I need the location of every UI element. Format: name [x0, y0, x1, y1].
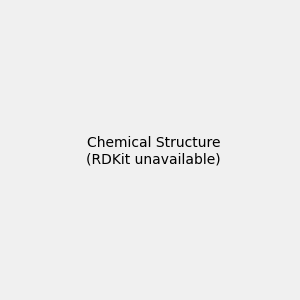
Text: Chemical Structure
(RDKit unavailable): Chemical Structure (RDKit unavailable) [86, 136, 221, 166]
